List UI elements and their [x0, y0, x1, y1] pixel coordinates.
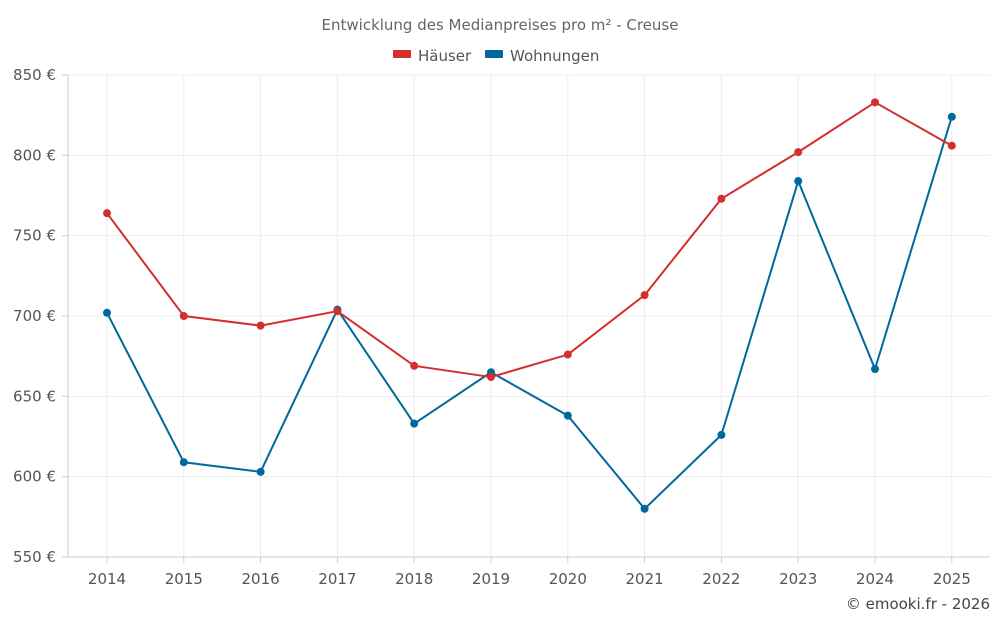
grid: [68, 74, 990, 558]
data-point-wohnungen-2021[interactable]: [640, 504, 649, 513]
x-tick-label: 2022: [702, 570, 740, 588]
data-point-wohnungen-2022[interactable]: [717, 430, 726, 439]
data-point-haeuser-2023[interactable]: [794, 148, 803, 157]
y-tick-label: 850 €: [13, 66, 56, 84]
x-tick-label: 2020: [549, 570, 587, 588]
data-point-wohnungen-2023[interactable]: [794, 177, 803, 186]
x-tick-label: 2021: [626, 570, 664, 588]
data-point-haeuser-2015[interactable]: [179, 312, 188, 320]
y-tick-label: 650 €: [13, 387, 56, 405]
data-point-haeuser-2017[interactable]: [333, 307, 342, 316]
series-line-haeuser: [106, 101, 953, 379]
y-tick-label: 600 €: [13, 468, 56, 486]
data-point-wohnungen-2025[interactable]: [947, 112, 956, 121]
x-tick-label: 2016: [242, 570, 280, 588]
x-tick-label: 2023: [779, 570, 817, 588]
x-tick-label: 2017: [318, 570, 356, 588]
x-tick-label: 2014: [88, 570, 126, 588]
y-tick-label: 750 €: [13, 227, 56, 245]
legend-label-haeuser: Häuser: [418, 47, 472, 65]
series-wohnungen: [103, 112, 956, 513]
x-tick-label: 2019: [472, 570, 510, 588]
data-point-haeuser-2016[interactable]: [256, 321, 265, 330]
y-tick-label: 550 €: [13, 548, 56, 566]
x-tick-label: 2025: [933, 570, 971, 588]
legend-swatch-wohnungen: [485, 50, 503, 58]
x-tick-label: 2015: [165, 570, 203, 588]
legend-item-haeuser[interactable]: Häuser: [393, 47, 472, 65]
data-point-haeuser-2021[interactable]: [640, 291, 649, 300]
series-haeuser: [103, 98, 956, 382]
legend-item-wohnungen[interactable]: Wohnungen: [485, 47, 599, 65]
data-point-wohnungen-2015[interactable]: [179, 458, 188, 467]
data-point-wohnungen-2018[interactable]: [410, 419, 419, 428]
series: [103, 98, 956, 513]
data-point-wohnungen-2020[interactable]: [563, 411, 572, 420]
data-point-wohnungen-2016[interactable]: [256, 467, 265, 476]
y-tick-label: 700 €: [13, 307, 56, 325]
data-point-wohnungen-2024[interactable]: [871, 365, 879, 374]
axes: 550 € 600 € 650 € 700 € 750 € 800 € 850 € 2014 2…: [13, 66, 990, 588]
legend-swatch-haeuser: [393, 50, 411, 58]
credit-text: © emooki.fr - 2026: [846, 595, 990, 613]
x-tick-label: 2024: [856, 570, 894, 588]
legend: Häuser Wohnungen: [393, 47, 599, 65]
legend-label-wohnungen: Wohnungen: [510, 47, 599, 65]
data-point-haeuser-2024[interactable]: [871, 98, 879, 107]
data-point-haeuser-2020[interactable]: [563, 350, 572, 359]
data-point-haeuser-2018[interactable]: [410, 361, 419, 370]
data-point-haeuser-2022[interactable]: [717, 194, 726, 203]
y-tick-label: 800 €: [13, 146, 56, 164]
chart-title: Entwicklung des Medianpreises pro m² - C…: [322, 16, 679, 34]
data-point-wohnungen-2014[interactable]: [103, 308, 111, 317]
data-point-haeuser-2025[interactable]: [947, 141, 956, 150]
data-point-haeuser-2014[interactable]: [103, 209, 111, 218]
data-point-haeuser-2019[interactable]: [487, 373, 495, 382]
x-tick-label: 2018: [395, 570, 433, 588]
series-line-wohnungen: [106, 116, 953, 510]
